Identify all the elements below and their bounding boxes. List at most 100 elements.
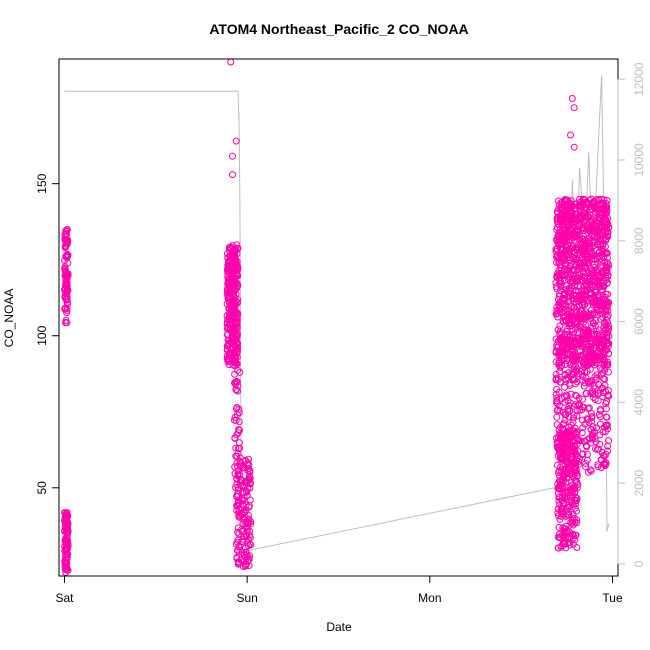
data-point [588, 295, 596, 303]
data-point [566, 379, 574, 387]
data-point [579, 395, 587, 403]
data-point [554, 544, 562, 552]
data-point [554, 433, 562, 441]
data-point [61, 558, 69, 566]
data-point [563, 336, 571, 344]
data-point [569, 471, 577, 479]
data-point [569, 540, 577, 548]
data-point [602, 421, 610, 429]
data-point [578, 376, 586, 384]
data-point [61, 272, 69, 280]
data-point [234, 262, 242, 270]
data-point [237, 463, 245, 471]
data-point [588, 377, 596, 385]
data-point [584, 213, 592, 221]
data-point [553, 413, 561, 421]
data-point [603, 304, 611, 312]
data-point [579, 235, 587, 243]
data-point [570, 427, 578, 435]
y-right-tick-label: 6000 [632, 308, 646, 335]
data-point [596, 306, 604, 314]
data-point [63, 509, 71, 517]
data-point [594, 338, 602, 346]
data-point [228, 350, 236, 358]
data-point [588, 414, 596, 422]
data-point [573, 484, 581, 492]
data-point [63, 564, 71, 572]
data-point [583, 415, 591, 423]
data-point [572, 450, 580, 458]
data-point [593, 277, 601, 285]
data-point [589, 429, 597, 437]
data-point [558, 221, 566, 229]
data-point [589, 358, 597, 366]
data-point [233, 459, 241, 467]
data-point [603, 301, 611, 309]
data-point [564, 503, 572, 511]
data-point [559, 236, 567, 244]
data-point [598, 456, 605, 464]
data-point [586, 365, 594, 373]
chart-title: ATOM4 Northeast_Pacific_2 CO_NOAA [209, 21, 468, 37]
data-point [552, 247, 560, 255]
data-point [588, 306, 595, 314]
data-point [587, 291, 595, 298]
data-point [593, 371, 601, 379]
data-point [569, 355, 577, 363]
data-point [562, 286, 570, 293]
data-point [596, 235, 604, 243]
data-point [585, 237, 593, 245]
data-point [231, 434, 239, 442]
data-point [604, 368, 612, 376]
data-point [228, 335, 236, 343]
data-point [246, 468, 254, 476]
data-point [567, 434, 575, 442]
data-point [564, 196, 572, 204]
data-point [561, 289, 569, 297]
data-point [239, 496, 247, 504]
data-point [577, 294, 585, 302]
data-point [586, 466, 594, 474]
data-point [61, 263, 69, 271]
data-point [223, 355, 231, 363]
data-point [601, 216, 609, 224]
data-point [246, 540, 254, 548]
data-point [573, 308, 581, 316]
data-point [566, 447, 573, 455]
data-point [583, 456, 591, 464]
data-point [560, 476, 568, 484]
data-point [601, 223, 609, 231]
data-point [564, 527, 572, 534]
data-point [591, 289, 599, 296]
data-point [603, 329, 611, 337]
data-point [570, 402, 578, 410]
data-point [241, 457, 249, 465]
data-point [62, 271, 70, 279]
data-point [587, 315, 595, 323]
data-point [596, 248, 604, 256]
data-point [573, 412, 581, 420]
data-point [238, 528, 246, 536]
data-point [234, 558, 242, 566]
data-point [561, 257, 569, 265]
data-point [587, 389, 595, 397]
data-point [61, 527, 69, 534]
y-right-tick-label: 10000 [632, 143, 646, 177]
data-point [236, 368, 244, 376]
y-right-tick-label: 0 [632, 560, 646, 567]
data-point [242, 501, 250, 509]
data-point [235, 418, 243, 426]
data-point [233, 377, 240, 385]
data-point [239, 538, 246, 546]
data-point [554, 254, 562, 262]
data-point [64, 540, 72, 548]
data-point [63, 309, 71, 317]
data-point [557, 244, 565, 252]
data-point [591, 390, 599, 398]
data-point [594, 463, 602, 471]
data-point [555, 426, 563, 434]
data-point [582, 321, 590, 329]
data-point [587, 253, 595, 260]
data-point [587, 205, 594, 213]
data-point [234, 470, 242, 478]
